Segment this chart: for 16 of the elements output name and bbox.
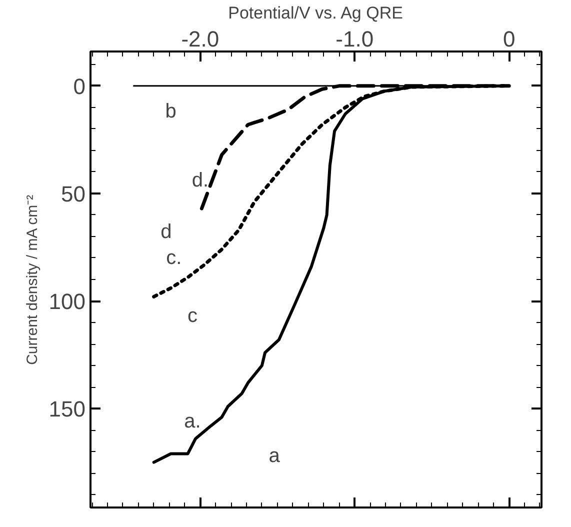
x-tick-label: -1.0 <box>336 26 374 52</box>
annotation: c. <box>166 246 182 269</box>
annotation: a. <box>184 410 201 432</box>
y-tick-label: 100 <box>48 289 86 314</box>
annotation: d <box>160 221 172 244</box>
annotation: d. <box>192 170 209 192</box>
x-tick-label: -2.0 <box>181 26 220 52</box>
y-tick-label: 150 <box>48 396 86 422</box>
annotation: b <box>165 100 176 123</box>
y-tick-label: 0 <box>73 74 86 99</box>
annotation: c <box>187 305 198 328</box>
annotation: a <box>268 444 281 467</box>
y-tick-label: 50 <box>61 181 86 206</box>
y-axis-title: Current density / mA cm⁻² <box>24 194 41 365</box>
x-axis-title: Potential/V vs. Ag QRE <box>228 4 403 22</box>
x-tick-label: 0 <box>502 26 516 52</box>
